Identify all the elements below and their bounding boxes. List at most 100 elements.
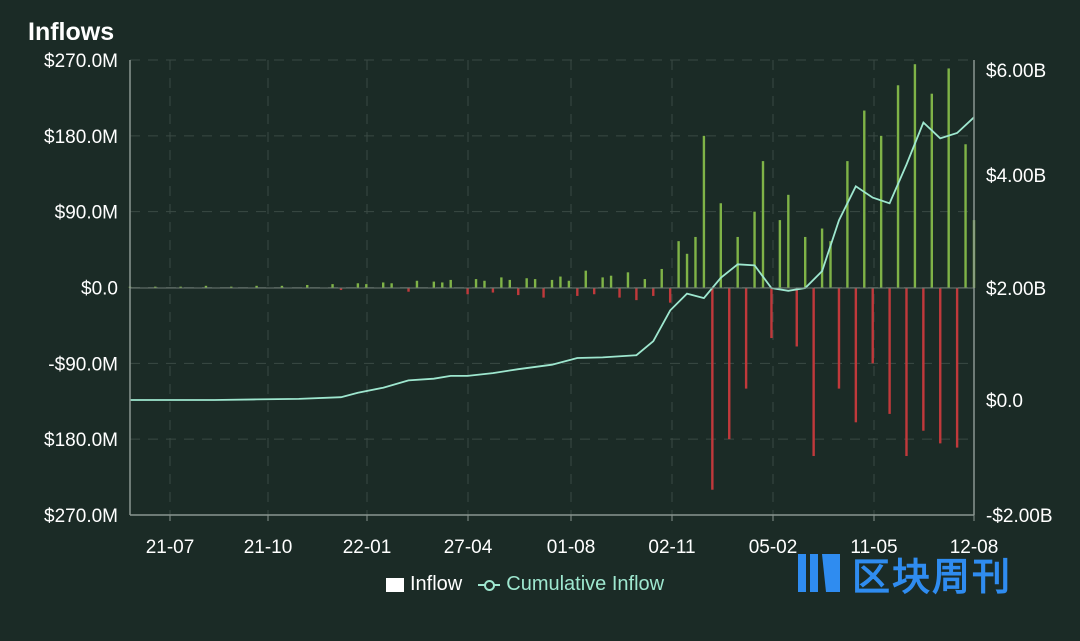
inflow-bar [787,194,790,288]
inflow-bar [474,279,478,288]
inflow-bar [576,288,579,296]
inflow-bar [812,288,815,457]
inflow-bar [491,288,495,293]
watermark: 区块周刊 [796,548,1012,599]
inflow-bar [584,270,587,288]
inflow-bars [128,64,976,490]
inflow-bar [804,236,807,288]
inflow-bar [559,276,562,288]
left-tick-label: -$90.0M [48,354,118,375]
x-tick-label: 21-07 [146,537,195,558]
inflow-bar [356,283,360,288]
inflow-bar [331,284,334,288]
inflow-bar [407,288,410,292]
inflow-bar [179,286,182,288]
right-tick-label: $4.00B [986,166,1046,187]
inflow-bar [567,280,571,288]
inflow-bar [795,288,798,347]
inflow-bar [829,241,832,288]
inflow-bar [863,110,866,288]
inflow-bar [685,253,689,288]
inflow-bar [432,281,436,288]
cumulative-inflow-line [130,116,975,401]
inflow-bar [930,93,933,288]
cumulative-swatch [478,578,501,592]
inflow-bar [660,268,663,288]
inflow-bar [922,288,925,431]
x-tick-label: 11-05 [850,537,897,558]
inflow-bar [677,241,680,288]
legend-cumulative[interactable]: Cumulative Inflow [478,573,664,596]
inflow-bar [483,280,486,288]
inflow-bar [365,284,368,288]
inflow-bar [280,285,284,288]
inflow-bar [230,286,233,288]
right-tick-label: $2.00B [986,279,1046,300]
inflow-bar [449,279,452,288]
watermark-logo-icon [798,554,840,592]
cumulative-line-group [130,116,975,401]
inflow-bar [643,279,647,288]
inflow-bar [626,272,630,288]
legend: Inflow Cumulative Inflow [386,573,664,596]
inflow-swatch [386,577,404,592]
inflow-bar [854,288,858,423]
inflow-bar [500,277,503,288]
inflow-bar [339,288,343,291]
right-tick-label: $6.00B [986,61,1046,82]
inflow-bar [744,288,748,389]
x-tick-label: 22-01 [343,537,392,558]
inflow-bar [947,68,950,288]
inflow-bar [204,285,208,288]
inflow-bar [466,288,469,295]
inflow-bar [820,228,824,288]
x-tick-label: 02-11 [648,537,695,558]
left-tick-label: $0.0 [81,279,118,300]
inflow-bar [542,288,545,298]
inflow-bar [609,275,613,288]
inflow-bar [753,211,756,288]
inflow-bar [550,279,554,288]
chart-title: Inflows [28,18,115,46]
inflow-bar [871,288,874,364]
inflow-bar [939,288,942,444]
inflow-bar [525,278,528,288]
x-tick-label: 05-02 [749,537,798,558]
right-tick-label: -$2.00B [986,506,1053,527]
inflow-bar [702,135,706,288]
inflow-bar [955,288,959,448]
inflow-bar [964,144,967,288]
inflow-bar [668,288,672,303]
inflow-bar [533,279,537,288]
left-tick-label: $180.0M [44,430,118,451]
x-tick-label: 21-10 [244,537,293,558]
inflow-bar [905,288,908,457]
x-tick-label: 27-04 [444,537,493,558]
left-tick-label: $90.0M [55,203,118,224]
inflow-bar [896,85,900,289]
left-tick-label: $270.0M [44,506,118,527]
inflow-bar [770,288,773,339]
inflow-bar [382,282,385,288]
inflow-bar [154,286,157,288]
axes [129,60,975,521]
inflow-bar [778,220,782,288]
inflow-bar [306,284,309,288]
inflow-bar [694,236,697,288]
left-tick-label: $180.0M [44,127,118,148]
legend-inflow[interactable]: Inflow [386,573,462,596]
inflow-bar [719,203,722,288]
inflow-bar [441,282,444,288]
inflow-bar [390,283,393,288]
inflow-bar [761,161,765,288]
inflow-bar [517,288,520,296]
right-tick-label: $0.0 [986,391,1023,412]
left-tick-label: $270.0M [44,51,118,72]
x-tick-label: 12-08 [950,537,999,558]
inflow-bar [508,279,511,288]
inflow-bar [879,135,883,288]
inflow-bar [888,288,891,414]
inflow-bar [255,285,258,288]
inflow-bar [711,288,714,490]
